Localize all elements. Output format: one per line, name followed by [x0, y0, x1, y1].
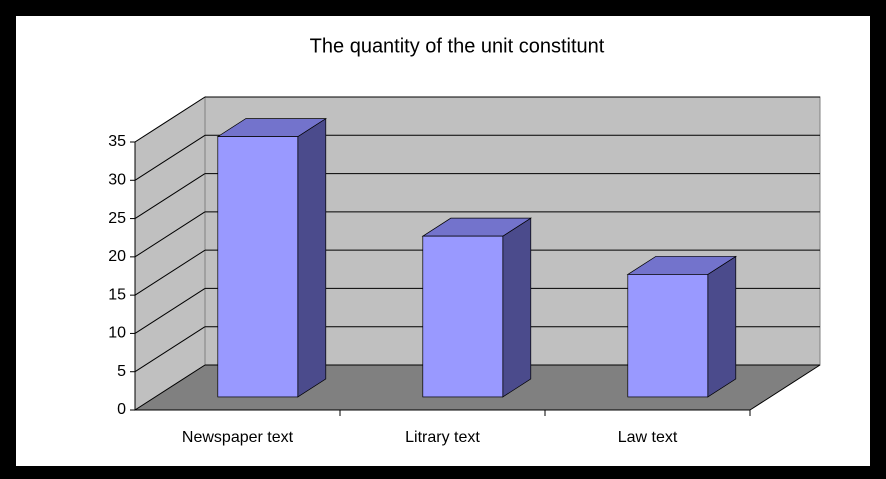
y-tick-label: 30	[108, 172, 126, 189]
y-tick-label: 0	[117, 401, 126, 418]
grid-line	[134, 134, 206, 181]
y-tick-label: 15	[108, 286, 126, 303]
grid-line	[134, 173, 206, 219]
bar-side	[502, 217, 532, 398]
grid-line	[134, 326, 206, 373]
bar	[217, 136, 299, 398]
bar-side	[297, 117, 327, 398]
grid-line	[134, 211, 206, 258]
y-tick-label: 10	[108, 325, 126, 342]
grid-line	[134, 364, 206, 411]
grid-line	[134, 249, 206, 296]
grid-line	[134, 96, 206, 143]
bar	[627, 274, 709, 398]
side-wall	[134, 96, 206, 411]
y-tick-label: 20	[108, 248, 126, 265]
x-tick-label: Newspaper text	[182, 429, 294, 446]
x-tick-label: Litrary text	[405, 429, 480, 446]
y-tick-label: 5	[117, 363, 126, 380]
bar	[422, 235, 504, 398]
chart-title: The quantity of the unit constitunt	[310, 35, 605, 57]
y-tick-label: 35	[108, 133, 126, 150]
floor-edge	[749, 364, 821, 411]
x-tick-label: Law text	[618, 429, 678, 446]
grid-line	[134, 288, 206, 334]
y-tick-label: 25	[108, 210, 126, 227]
bar-side	[707, 255, 737, 398]
